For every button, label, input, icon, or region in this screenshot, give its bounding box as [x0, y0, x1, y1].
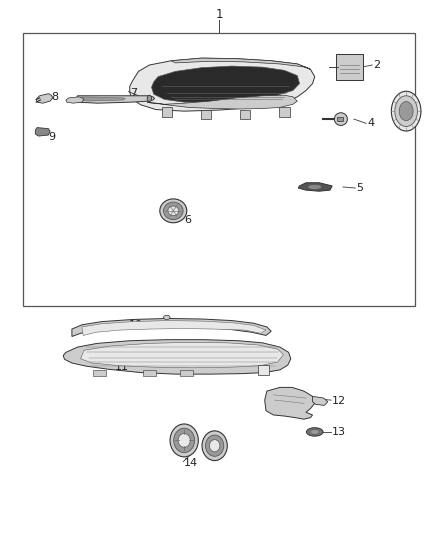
Polygon shape: [171, 58, 311, 69]
Ellipse shape: [163, 316, 170, 319]
Text: 14: 14: [184, 458, 198, 467]
Ellipse shape: [163, 202, 183, 220]
Ellipse shape: [178, 433, 190, 447]
Ellipse shape: [205, 435, 224, 456]
Ellipse shape: [308, 185, 321, 189]
Text: 9: 9: [48, 132, 56, 142]
Polygon shape: [66, 97, 84, 103]
Polygon shape: [81, 97, 125, 101]
Text: 11: 11: [115, 362, 128, 372]
Text: 7: 7: [130, 87, 137, 98]
Text: 3: 3: [410, 108, 417, 118]
Text: 2: 2: [374, 60, 381, 70]
Polygon shape: [130, 58, 315, 111]
Text: 13: 13: [332, 427, 346, 437]
Text: 4: 4: [367, 118, 374, 128]
Bar: [23, 33, 415, 306]
Polygon shape: [63, 340, 291, 374]
Bar: [279, 108, 290, 117]
Text: 10: 10: [128, 320, 142, 330]
Text: 12: 12: [332, 395, 346, 406]
Ellipse shape: [202, 431, 227, 461]
Ellipse shape: [399, 102, 413, 120]
Polygon shape: [82, 320, 266, 335]
Text: 8: 8: [51, 92, 59, 102]
Ellipse shape: [147, 95, 152, 102]
Ellipse shape: [174, 428, 194, 453]
Bar: [258, 365, 269, 375]
Ellipse shape: [307, 427, 323, 436]
Polygon shape: [72, 318, 271, 336]
Polygon shape: [265, 387, 315, 419]
Polygon shape: [152, 66, 300, 102]
Ellipse shape: [209, 440, 220, 452]
FancyBboxPatch shape: [336, 54, 363, 80]
Text: 6: 6: [184, 215, 191, 225]
Polygon shape: [313, 397, 328, 406]
Text: 1: 1: [215, 8, 223, 21]
Bar: [240, 110, 251, 119]
Bar: [180, 370, 193, 376]
Bar: [201, 110, 211, 119]
Ellipse shape: [310, 430, 320, 434]
Bar: [93, 370, 106, 376]
Polygon shape: [76, 96, 155, 103]
Polygon shape: [147, 95, 297, 109]
Text: 5: 5: [356, 183, 363, 193]
Ellipse shape: [391, 91, 421, 131]
Ellipse shape: [395, 96, 417, 126]
Bar: [162, 108, 172, 117]
Polygon shape: [35, 127, 50, 136]
Bar: [336, 117, 343, 121]
Ellipse shape: [168, 206, 179, 216]
Ellipse shape: [160, 199, 187, 223]
Ellipse shape: [334, 113, 347, 125]
Polygon shape: [298, 183, 332, 191]
Ellipse shape: [170, 424, 198, 457]
Polygon shape: [81, 342, 283, 368]
Bar: [143, 370, 156, 376]
Polygon shape: [36, 94, 53, 103]
